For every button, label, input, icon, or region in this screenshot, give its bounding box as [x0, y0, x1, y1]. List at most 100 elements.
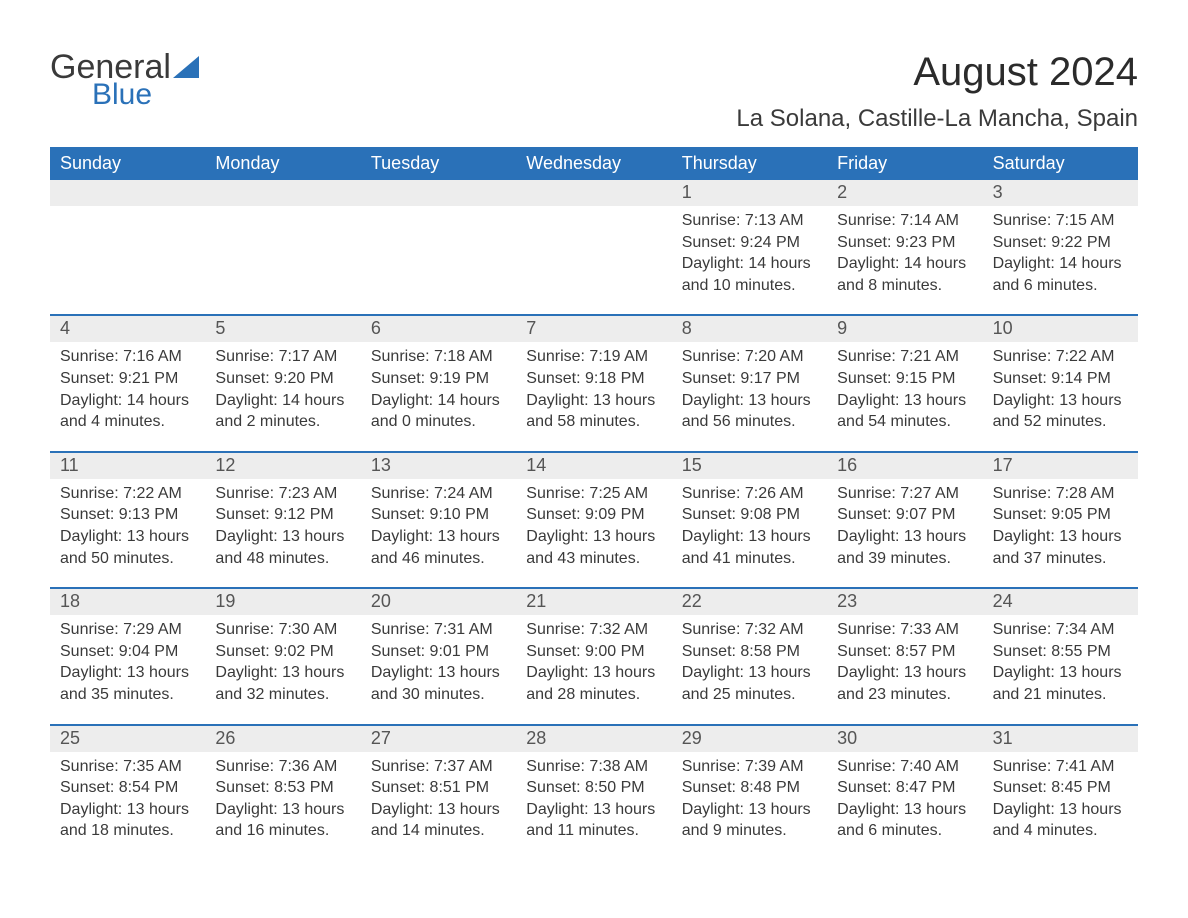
day-name-fri: Friday: [827, 147, 982, 180]
sunset-line: Sunset: 8:55 PM: [993, 641, 1128, 663]
daynum-row: 11121314151617: [50, 453, 1138, 479]
day-cell: Sunrise: 7:20 AMSunset: 9:17 PMDaylight:…: [672, 342, 827, 450]
day-number: 11: [50, 453, 205, 479]
day-number: [205, 180, 360, 206]
day-number: 19: [205, 589, 360, 615]
sunset-line: Sunset: 9:21 PM: [60, 368, 195, 390]
sunrise-line: Sunrise: 7:18 AM: [371, 346, 506, 368]
sunset-line: Sunset: 9:15 PM: [837, 368, 972, 390]
sunset-line: Sunset: 9:22 PM: [993, 232, 1128, 254]
sunset-line: Sunset: 8:57 PM: [837, 641, 972, 663]
sunrise-line: Sunrise: 7:22 AM: [60, 483, 195, 505]
sunrise-line: Sunrise: 7:35 AM: [60, 756, 195, 778]
day-cell: Sunrise: 7:17 AMSunset: 9:20 PMDaylight:…: [205, 342, 360, 450]
weeks-container: 123Sunrise: 7:13 AMSunset: 9:24 PMDaylig…: [50, 180, 1138, 860]
day-number: 21: [516, 589, 671, 615]
sunrise-line: Sunrise: 7:37 AM: [371, 756, 506, 778]
daylight-line: Daylight: 14 hours and 10 minutes.: [682, 253, 817, 296]
daylight-line: Daylight: 14 hours and 8 minutes.: [837, 253, 972, 296]
day-name-sun: Sunday: [50, 147, 205, 180]
day-number: 18: [50, 589, 205, 615]
week-row: 123Sunrise: 7:13 AMSunset: 9:24 PMDaylig…: [50, 180, 1138, 314]
sunset-line: Sunset: 8:53 PM: [215, 777, 350, 799]
daylight-line: Daylight: 13 hours and 46 minutes.: [371, 526, 506, 569]
page: General Blue August 2024 La Solana, Cast…: [0, 0, 1188, 918]
sunrise-line: Sunrise: 7:14 AM: [837, 210, 972, 232]
sunset-line: Sunset: 9:19 PM: [371, 368, 506, 390]
calendar-header-row: Sunday Monday Tuesday Wednesday Thursday…: [50, 147, 1138, 180]
daylight-line: Daylight: 13 hours and 48 minutes.: [215, 526, 350, 569]
week-row: 11121314151617Sunrise: 7:22 AMSunset: 9:…: [50, 451, 1138, 587]
day-number: 10: [983, 316, 1138, 342]
week-row: 25262728293031Sunrise: 7:35 AMSunset: 8:…: [50, 724, 1138, 860]
header: General Blue August 2024 La Solana, Cast…: [50, 50, 1138, 133]
daylight-line: Daylight: 13 hours and 23 minutes.: [837, 662, 972, 705]
daylight-line: Daylight: 14 hours and 6 minutes.: [993, 253, 1128, 296]
day-number: 14: [516, 453, 671, 479]
sunset-line: Sunset: 9:08 PM: [682, 504, 817, 526]
day-number: 3: [983, 180, 1138, 206]
sunset-line: Sunset: 9:20 PM: [215, 368, 350, 390]
daylight-line: Daylight: 13 hours and 28 minutes.: [526, 662, 661, 705]
daynum-row: 25262728293031: [50, 726, 1138, 752]
sunrise-line: Sunrise: 7:41 AM: [993, 756, 1128, 778]
day-cell: Sunrise: 7:23 AMSunset: 9:12 PMDaylight:…: [205, 479, 360, 587]
day-number: 26: [205, 726, 360, 752]
daylight-line: Daylight: 14 hours and 0 minutes.: [371, 390, 506, 433]
day-number: 9: [827, 316, 982, 342]
day-number: 20: [361, 589, 516, 615]
sunrise-line: Sunrise: 7:24 AM: [371, 483, 506, 505]
day-cell: Sunrise: 7:39 AMSunset: 8:48 PMDaylight:…: [672, 752, 827, 860]
daynum-row: 45678910: [50, 316, 1138, 342]
sunset-line: Sunset: 8:58 PM: [682, 641, 817, 663]
week-row: 45678910Sunrise: 7:16 AMSunset: 9:21 PMD…: [50, 314, 1138, 450]
day-cell: Sunrise: 7:38 AMSunset: 8:50 PMDaylight:…: [516, 752, 671, 860]
day-number: 29: [672, 726, 827, 752]
day-cell: [516, 206, 671, 314]
day-number: 24: [983, 589, 1138, 615]
day-number: 5: [205, 316, 360, 342]
day-name-thu: Thursday: [672, 147, 827, 180]
day-number: 8: [672, 316, 827, 342]
day-cell: Sunrise: 7:37 AMSunset: 8:51 PMDaylight:…: [361, 752, 516, 860]
location: La Solana, Castille-La Mancha, Spain: [736, 105, 1138, 133]
day-number: 17: [983, 453, 1138, 479]
sunset-line: Sunset: 9:18 PM: [526, 368, 661, 390]
sunrise-line: Sunrise: 7:30 AM: [215, 619, 350, 641]
sunrise-line: Sunrise: 7:33 AM: [837, 619, 972, 641]
daylight-line: Daylight: 14 hours and 4 minutes.: [60, 390, 195, 433]
sunset-line: Sunset: 9:04 PM: [60, 641, 195, 663]
day-number: [516, 180, 671, 206]
daylight-line: Daylight: 13 hours and 39 minutes.: [837, 526, 972, 569]
day-cell: [361, 206, 516, 314]
sunset-line: Sunset: 9:02 PM: [215, 641, 350, 663]
daylight-line: Daylight: 13 hours and 14 minutes.: [371, 799, 506, 842]
day-number: 12: [205, 453, 360, 479]
day-number: 4: [50, 316, 205, 342]
sunrise-line: Sunrise: 7:32 AM: [682, 619, 817, 641]
sunrise-line: Sunrise: 7:36 AM: [215, 756, 350, 778]
sunset-line: Sunset: 8:48 PM: [682, 777, 817, 799]
sunrise-line: Sunrise: 7:39 AM: [682, 756, 817, 778]
day-cell: Sunrise: 7:28 AMSunset: 9:05 PMDaylight:…: [983, 479, 1138, 587]
daylight-line: Daylight: 13 hours and 52 minutes.: [993, 390, 1128, 433]
sunset-line: Sunset: 9:13 PM: [60, 504, 195, 526]
sunrise-line: Sunrise: 7:25 AM: [526, 483, 661, 505]
sunset-line: Sunset: 9:00 PM: [526, 641, 661, 663]
day-name-sat: Saturday: [983, 147, 1138, 180]
day-cell: Sunrise: 7:22 AMSunset: 9:14 PMDaylight:…: [983, 342, 1138, 450]
daylight-line: Daylight: 14 hours and 2 minutes.: [215, 390, 350, 433]
sunrise-line: Sunrise: 7:19 AM: [526, 346, 661, 368]
daylight-line: Daylight: 13 hours and 18 minutes.: [60, 799, 195, 842]
sunrise-line: Sunrise: 7:40 AM: [837, 756, 972, 778]
logo-word2: Blue: [92, 80, 199, 110]
sunset-line: Sunset: 8:51 PM: [371, 777, 506, 799]
day-name-tue: Tuesday: [361, 147, 516, 180]
sunrise-line: Sunrise: 7:34 AM: [993, 619, 1128, 641]
day-number: 7: [516, 316, 671, 342]
day-cell: [205, 206, 360, 314]
daylight-line: Daylight: 13 hours and 32 minutes.: [215, 662, 350, 705]
month-title: August 2024: [736, 50, 1138, 95]
day-cell: Sunrise: 7:35 AMSunset: 8:54 PMDaylight:…: [50, 752, 205, 860]
sunset-line: Sunset: 9:17 PM: [682, 368, 817, 390]
